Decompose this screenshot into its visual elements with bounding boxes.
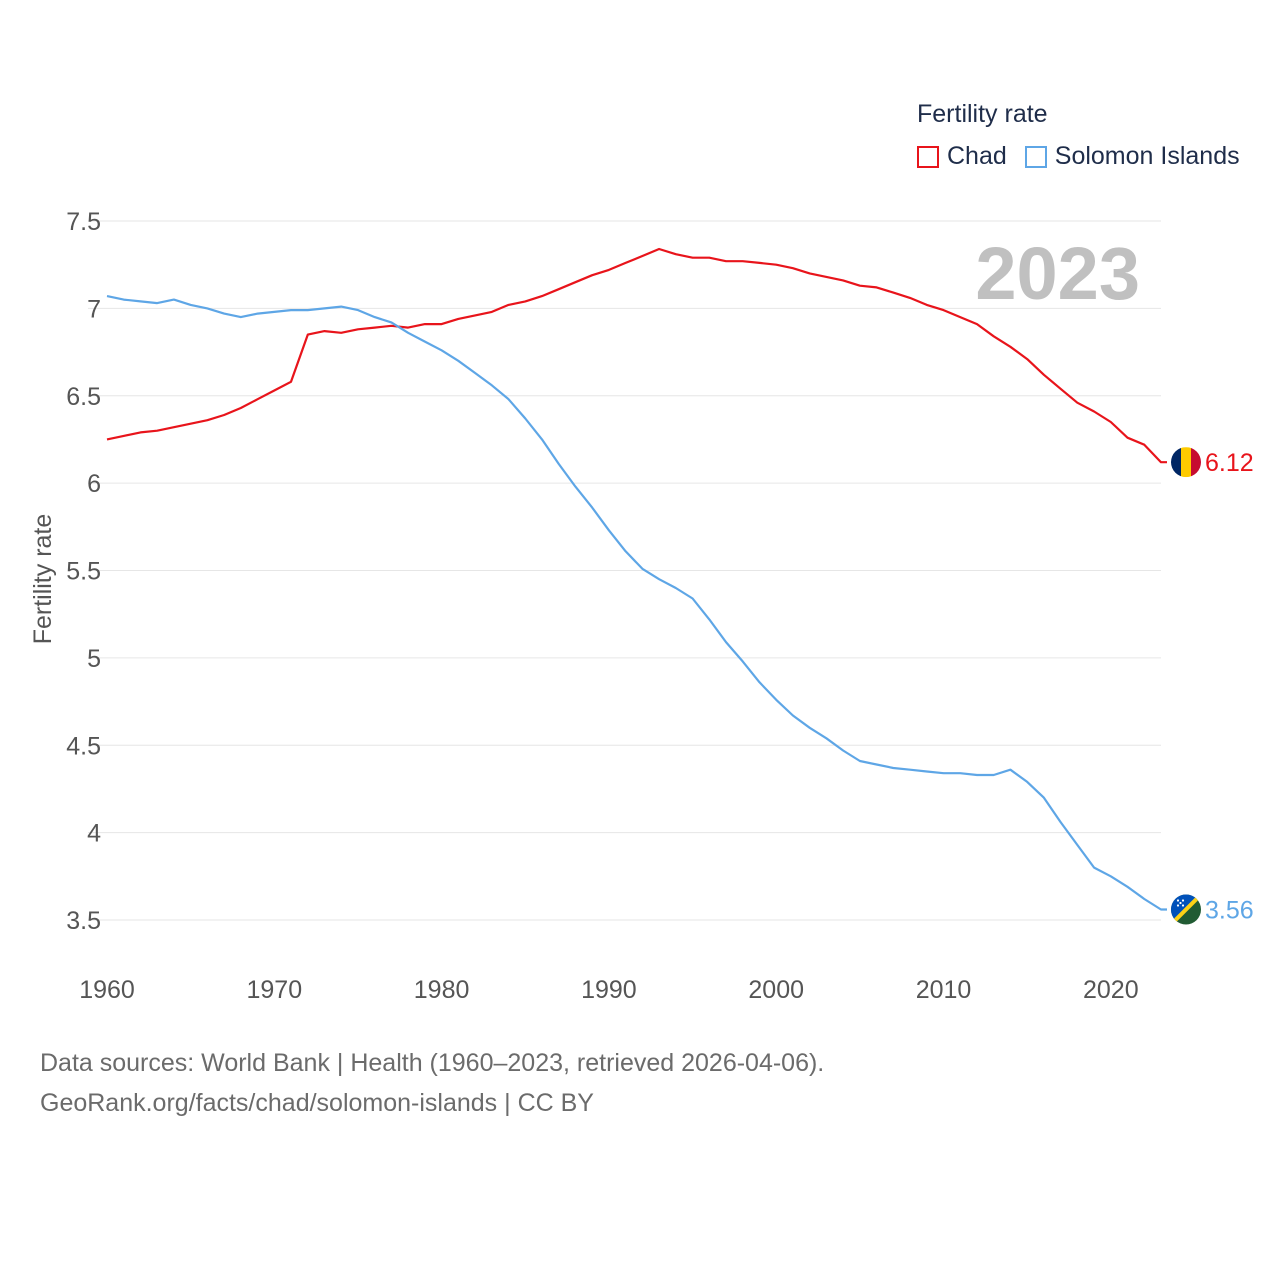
source-link[interactable]: GeoRank.org/facts/chad/solomon-islands |… <box>40 1089 594 1117</box>
y-axis-label: Fertility rate <box>29 514 57 645</box>
x-tick-label: 2020 <box>1083 976 1139 1004</box>
end-value-label: 3.56 <box>1205 897 1254 925</box>
x-tick-label: 1990 <box>581 976 637 1004</box>
y-axis-ticks: 3.5 4 4.5 5 5.5 6 6.5 7 7.5 <box>66 208 101 935</box>
x-axis-ticks: 1960 1970 1980 1990 2000 2010 2020 <box>79 976 1138 1004</box>
x-tick-label: 2000 <box>748 976 804 1004</box>
footer: Data sources: World Bank | Health (1960–… <box>40 1043 824 1123</box>
data-source-note: Data sources: World Bank | Health (1960–… <box>40 1049 825 1077</box>
y-tick-label: 7.5 <box>66 208 101 236</box>
legend-label-chad: Chad <box>947 142 1007 170</box>
legend-item-chad[interactable]: Chad <box>917 142 1007 171</box>
solomon-islands-flag-icon <box>1171 894 1201 925</box>
y-tick-label: 4 <box>87 820 101 848</box>
y-tick-label: 6.5 <box>66 383 101 411</box>
y-tick-label: 3.5 <box>66 907 101 935</box>
series-line-solomon-islands[interactable] <box>106 295 1167 911</box>
y-tick-label: 4.5 <box>66 732 101 760</box>
y-tick-label: 5.5 <box>66 558 101 586</box>
series-lines <box>106 247 1167 911</box>
legend-label-solomon-islands: Solomon Islands <box>1054 142 1240 170</box>
end-value-label: 6.12 <box>1205 449 1254 477</box>
series-line-chad[interactable] <box>106 247 1167 464</box>
x-tick-label: 2010 <box>916 976 972 1004</box>
x-tick-label: 1980 <box>414 976 470 1004</box>
year-label: 2023 <box>975 232 1140 315</box>
chad-flag-icon <box>1171 447 1201 478</box>
y-tick-label: 7 <box>87 295 101 323</box>
gridlines <box>88 220 1161 921</box>
legend-swatch-solomon-islands <box>1024 145 1047 168</box>
x-tick-label: 1970 <box>246 976 302 1004</box>
x-tick-label: 1960 <box>79 976 135 1004</box>
legend-item-solomon-islands[interactable]: Solomon Islands <box>1024 142 1240 171</box>
legend-title: Fertility rate <box>917 100 1048 128</box>
y-tick-label: 5 <box>87 645 101 673</box>
y-tick-label: 6 <box>87 470 101 498</box>
legend-swatch-chad <box>917 145 939 168</box>
end-markers: 6.12 3.56 <box>1171 447 1254 925</box>
legend: Chad Solomon Islands <box>917 142 1258 171</box>
